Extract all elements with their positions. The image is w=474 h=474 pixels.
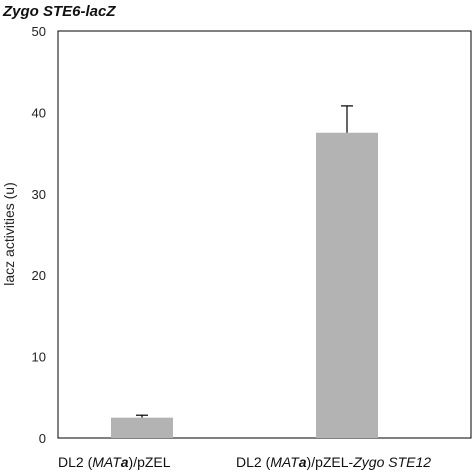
y-tick-label: 50 bbox=[32, 24, 46, 39]
y-tick-label: 20 bbox=[32, 268, 46, 283]
y-axis-label: lacz activities (u) bbox=[1, 182, 17, 285]
plot-area bbox=[57, 30, 472, 439]
chart-title: Zygo STE6-lacZ bbox=[2, 3, 116, 20]
bar bbox=[111, 417, 173, 438]
y-tick-label: 10 bbox=[32, 350, 46, 365]
x-category-label: DL2 (MATa)/pZEL-Zygo STE12 bbox=[236, 454, 431, 470]
plot-frame bbox=[57, 30, 472, 439]
y-axis-ticks: 0 10 20 30 40 50 bbox=[32, 24, 46, 446]
bars bbox=[111, 105, 378, 438]
bar bbox=[316, 132, 378, 438]
y-tick-label: 40 bbox=[32, 105, 46, 120]
y-tick-label: 30 bbox=[32, 187, 46, 202]
x-category-label: DL2 (MATa)/pZEL bbox=[58, 454, 171, 470]
y-tick-label: 0 bbox=[39, 431, 46, 446]
x-axis-category-labels: DL2 (MATa)/pZEL DL2 (MATa)/pZEL-Zygo STE1… bbox=[58, 454, 431, 470]
